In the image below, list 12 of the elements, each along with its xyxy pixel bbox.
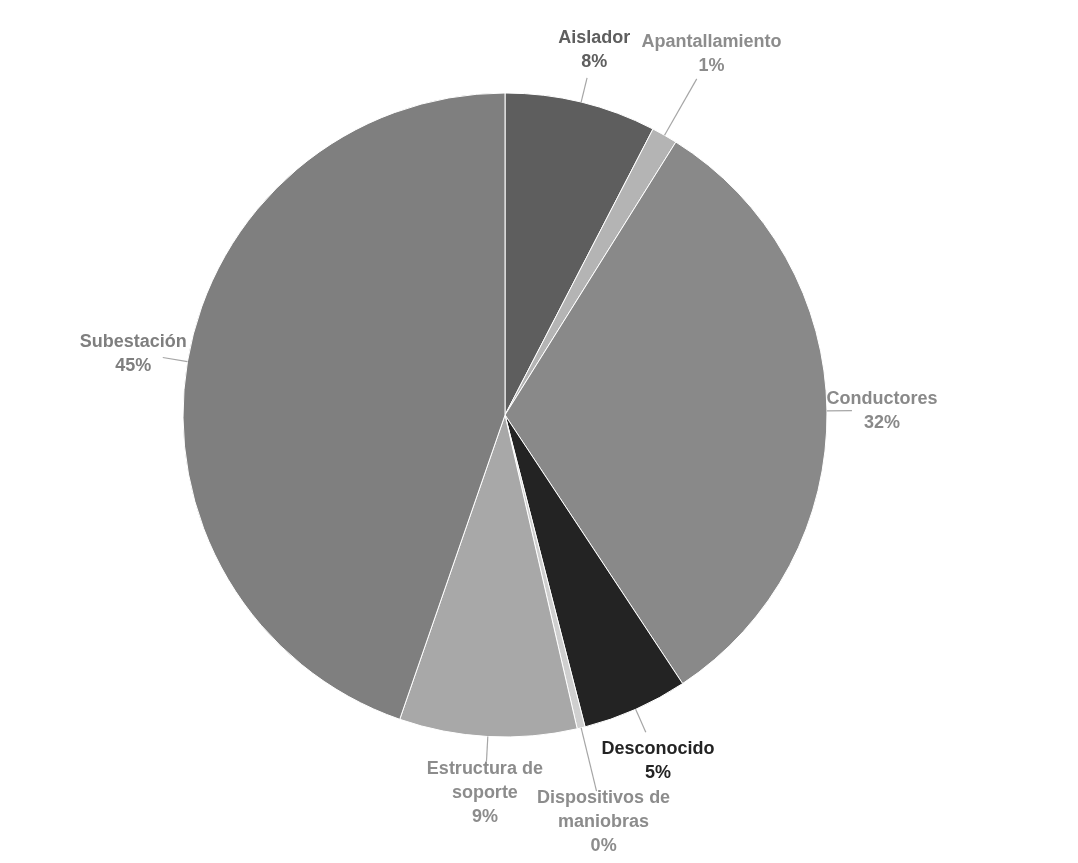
data-label: 45%: [115, 354, 152, 375]
data-label: 1%: [698, 54, 725, 75]
data-label: 9%: [471, 806, 498, 827]
data-label: 0%: [590, 835, 617, 856]
slice-label: Desconocido: [601, 737, 715, 758]
slice-label: Apantallamiento: [641, 30, 782, 51]
data-label: 32%: [863, 412, 900, 433]
data-label: 5%: [644, 761, 671, 782]
slice-label: Aislador: [558, 26, 631, 47]
slice-label: Subestación: [79, 330, 187, 351]
data-label: 8%: [581, 50, 608, 71]
slice-label: Conductores: [826, 388, 938, 409]
